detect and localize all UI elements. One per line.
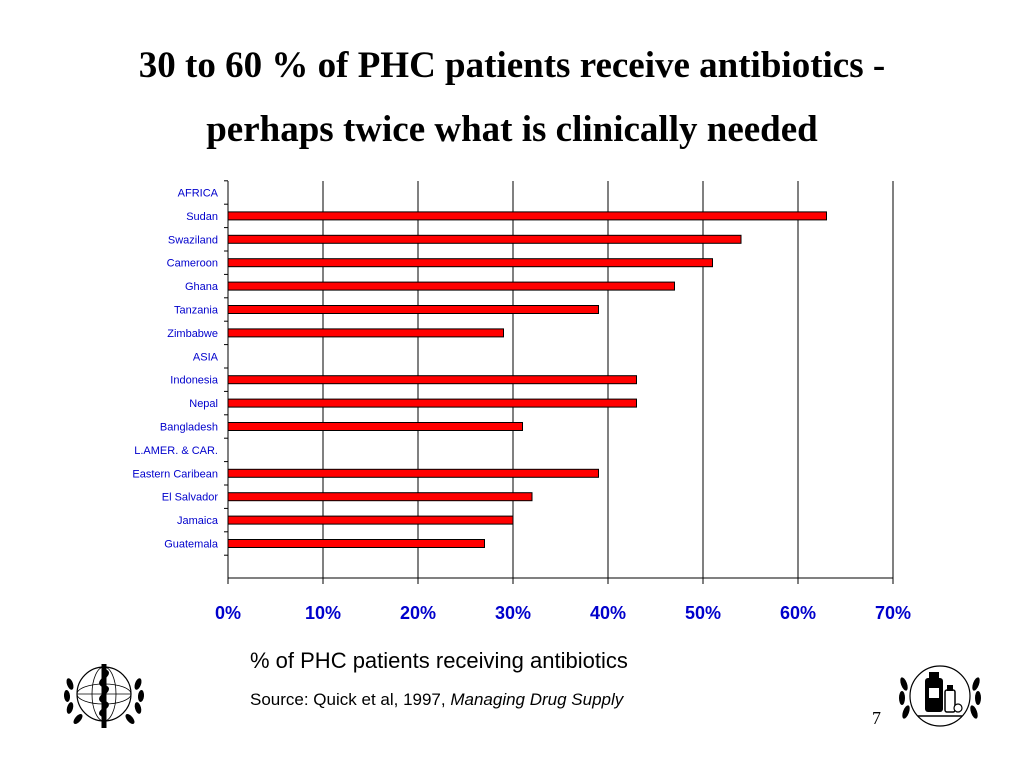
slide-title: 30 to 60 % of PHC patients receive antib…	[0, 34, 1024, 162]
x-tick-label: 60%	[780, 603, 816, 623]
category-label: Cameroon	[167, 258, 218, 270]
bar	[227, 375, 637, 385]
bar	[227, 234, 742, 244]
category-label: Zimbabwe	[167, 328, 218, 340]
source-text: Source: Quick et al, 1997,	[250, 690, 451, 709]
category-label: Eastern Caribean	[132, 468, 218, 480]
category-label: Nepal	[189, 398, 218, 410]
bar	[227, 468, 599, 478]
category-label: Sudan	[186, 211, 218, 223]
x-tick-label: 50%	[685, 603, 721, 623]
x-axis-label: % of PHC patients receiving antibiotics	[250, 648, 628, 673]
x-tick-label: 0%	[215, 603, 241, 623]
category-label: L.AMER. & CAR.	[134, 445, 218, 457]
bar	[227, 422, 523, 431]
category-label: ASIA	[193, 351, 219, 363]
category-label: Bangladesh	[160, 422, 218, 434]
category-label: Swaziland	[168, 234, 218, 246]
source-citation: Source: Quick et al, 1997, Managing Drug…	[250, 690, 623, 710]
x-tick-label: 30%	[495, 603, 531, 623]
bar	[227, 305, 599, 314]
category-label: Ghana	[185, 281, 219, 293]
category-label: AFRICA	[178, 188, 219, 200]
bar	[227, 539, 485, 548]
x-tick-label: 20%	[400, 603, 436, 623]
bar	[227, 398, 637, 408]
bar	[227, 515, 514, 525]
category-label: Tanzania	[174, 305, 219, 317]
bar	[227, 281, 675, 291]
x-tick-label: 40%	[590, 603, 626, 623]
bar	[227, 211, 827, 221]
bar	[227, 328, 504, 338]
who-emblem-icon	[63, 664, 145, 728]
category-label: Indonesia	[170, 375, 219, 387]
source-book-title: Managing Drug Supply	[450, 690, 624, 709]
title-line-1: 30 to 60 % of PHC patients receive antib…	[138, 45, 886, 86]
bar	[227, 492, 533, 502]
pharmacy-emblem-icon	[899, 665, 981, 727]
title-line-2: perhaps twice what is clinically needed	[206, 109, 818, 150]
category-label: Jamaica	[177, 515, 219, 527]
category-label: El Salvador	[162, 492, 219, 504]
x-tick-label: 70%	[875, 603, 911, 623]
bar	[227, 258, 713, 268]
x-tick-label: 10%	[305, 603, 341, 623]
page-number: 7	[872, 708, 881, 728]
category-label: Guatemala	[164, 539, 219, 551]
